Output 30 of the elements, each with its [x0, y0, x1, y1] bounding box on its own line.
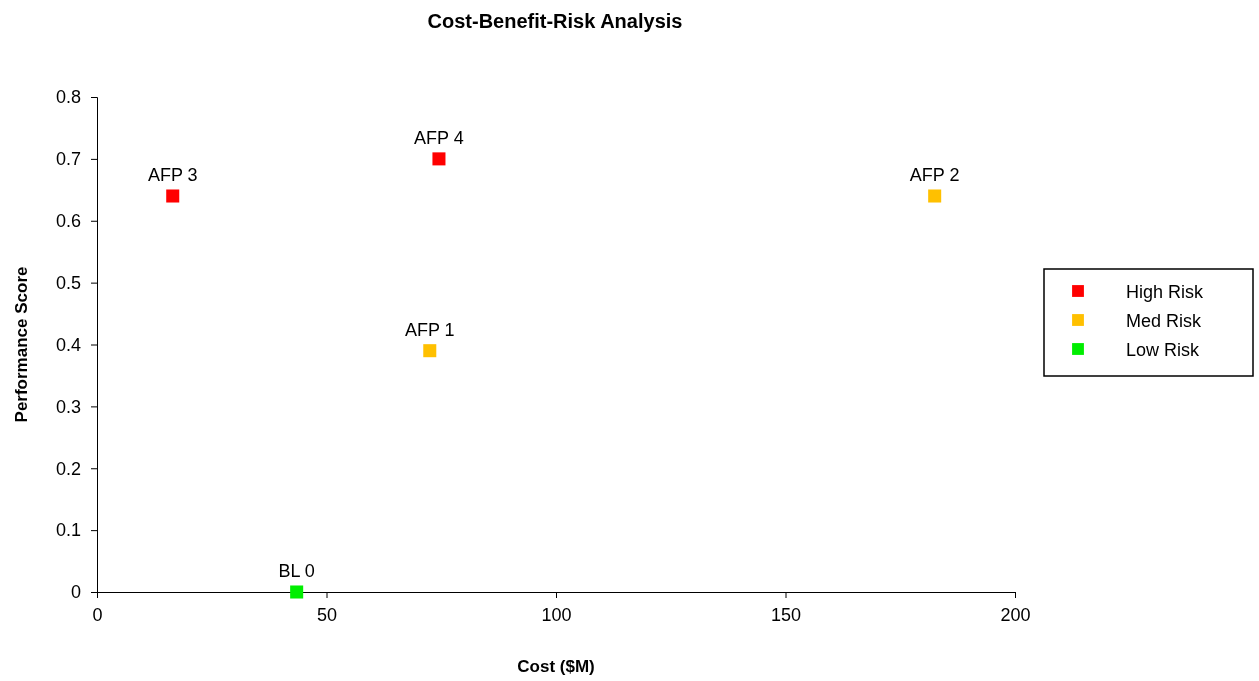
annotation: AFP 4 [414, 127, 464, 148]
annotation: AFP 3 [147, 165, 198, 185]
legend-label: Med Risk [1126, 311, 1203, 331]
x-tick-label: 150 [770, 604, 802, 625]
y-tick-label: 0.6 [55, 211, 81, 232]
x-tick-label: 100 [541, 604, 572, 625]
chart-title: Cost-Benefit-Risk Analysis [427, 10, 683, 32]
x-tick-label: 0 [92, 604, 103, 625]
annotation: AFP 2 [909, 165, 960, 185]
point [290, 585, 304, 599]
annotation: AFP 1 [404, 319, 455, 340]
y-tick-label: 0.4 [55, 334, 81, 355]
y-tick-label: 0 [70, 582, 81, 603]
annotation: BL 0 [278, 561, 315, 581]
y-tick-label: 0.5 [55, 272, 81, 293]
y-tick-label: 0.8 [55, 87, 81, 108]
y-tick-label: 0.1 [55, 520, 81, 541]
point [423, 344, 437, 358]
y-axis-title: Performance Score [12, 266, 31, 423]
x-axis-title: Cost ($M) [517, 657, 595, 676]
x-tick-label: 200 [1000, 604, 1031, 625]
y-tick-label: 0.3 [55, 396, 81, 417]
point [928, 189, 942, 203]
y-tick-label: 0.2 [55, 458, 81, 479]
x-tick-label: 50 [316, 604, 338, 625]
y-tick-label: 0.7 [55, 149, 81, 170]
point [166, 189, 180, 203]
legend-label: Low Risk [1126, 340, 1201, 360]
legend-label: High Risk [1126, 282, 1205, 302]
point [432, 152, 446, 166]
